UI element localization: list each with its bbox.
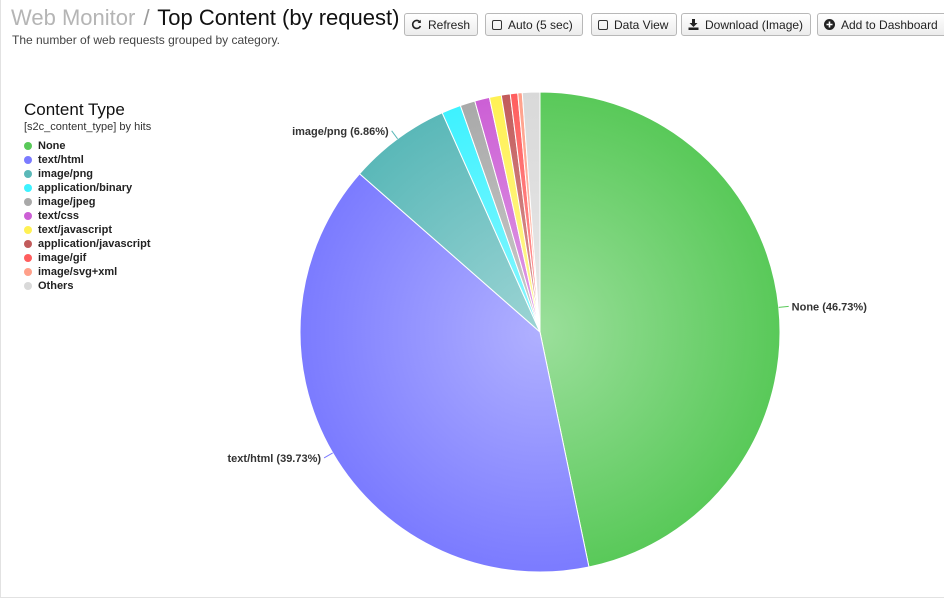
- download-image-button[interactable]: Download (Image): [681, 13, 811, 36]
- legend-label: text/javascript: [38, 224, 112, 236]
- legend-item-image-svg-xml[interactable]: image/svg+xml: [24, 265, 151, 279]
- refresh-icon: [411, 19, 422, 30]
- slice-label-connector: [778, 305, 789, 308]
- legend-item-image-gif[interactable]: image/gif: [24, 251, 151, 265]
- pie-slice-none[interactable]: [539, 91, 781, 568]
- legend-label: None: [38, 140, 66, 152]
- breadcrumb-separator: /: [143, 5, 150, 30]
- checkbox-icon: [598, 19, 608, 30]
- report-title: Top Content (by request): [157, 5, 400, 30]
- slice-label-connector: [391, 130, 398, 140]
- legend-swatch: [24, 170, 32, 178]
- legend-label: application/binary: [38, 182, 133, 194]
- legend-label: text/html: [38, 154, 84, 166]
- legend-label: image/jpeg: [38, 196, 96, 208]
- legend-item-application-binary[interactable]: application/binary: [24, 181, 151, 195]
- legend-label: text/css: [38, 210, 79, 222]
- legend-item-image-png[interactable]: image/png: [24, 167, 151, 181]
- legend-label: Others: [38, 280, 74, 292]
- pie-slice-others[interactable]: [521, 91, 541, 333]
- download-icon: [688, 19, 699, 30]
- slice-label-connector: [323, 452, 333, 459]
- legend-swatch: [24, 268, 32, 276]
- legend-label: image/svg+xml: [38, 266, 118, 278]
- report-subtitle: The number of web requests grouped by ca…: [12, 33, 280, 47]
- breadcrumb-web-monitor[interactable]: Web Monitor: [11, 5, 136, 30]
- legend-item-application-javascript[interactable]: application/javascript: [24, 237, 151, 251]
- refresh-label: Refresh: [428, 17, 471, 32]
- chart-legend: Content Type [s2c_content_type] by hits …: [24, 100, 151, 293]
- download-image-label: Download (Image): [705, 17, 804, 32]
- legend-item-others[interactable]: Others: [24, 279, 151, 293]
- slice-label-text-html: text/html (39.73%): [228, 453, 322, 465]
- legend-swatch: [24, 184, 32, 192]
- legend-swatch: [24, 240, 32, 248]
- data-view-toggle[interactable]: Data View: [591, 13, 677, 36]
- auto-refresh-label: Auto (5 sec): [508, 17, 573, 32]
- add-to-dashboard-button[interactable]: Add to Dashboard: [817, 13, 944, 36]
- legend-swatch: [24, 226, 32, 234]
- auto-refresh-toggle[interactable]: Auto (5 sec): [485, 13, 583, 36]
- legend-item-text-html[interactable]: text/html: [24, 153, 151, 167]
- checkbox-icon: [492, 19, 502, 30]
- legend-subtitle: [s2c_content_type] by hits: [24, 121, 152, 133]
- add-to-dashboard-label: Add to Dashboard: [841, 17, 938, 32]
- legend-item-text-javascript[interactable]: text/javascript: [24, 223, 151, 237]
- pie-slice-image-png[interactable]: [358, 112, 541, 333]
- legend-label: image/png: [38, 168, 94, 180]
- pie-slice-text-html[interactable]: [299, 173, 590, 573]
- legend-swatch: [24, 198, 32, 206]
- slice-label-none: None (46.73%): [792, 301, 868, 313]
- legend-items: None text/html image/png application/binary…: [24, 139, 151, 293]
- data-view-label: Data View: [614, 17, 669, 32]
- legend-label: application/javascript: [38, 238, 151, 250]
- legend-label: image/gif: [38, 252, 87, 264]
- refresh-button[interactable]: Refresh: [404, 13, 478, 36]
- page-title: Web Monitor / Top Content (by request): [11, 4, 399, 32]
- slice-label-image-png: image/png (6.86%): [292, 126, 389, 138]
- legend-swatch: [24, 156, 32, 164]
- legend-title: Content Type: [24, 100, 125, 119]
- legend-swatch: [24, 142, 32, 150]
- plus-circle-icon: [824, 19, 835, 30]
- legend-swatch: [24, 212, 32, 220]
- legend-item-none[interactable]: None: [24, 139, 151, 153]
- legend-item-image-jpeg[interactable]: image/jpeg: [24, 195, 151, 209]
- legend-swatch: [24, 282, 32, 290]
- legend-item-text-css[interactable]: text/css: [24, 209, 151, 223]
- toolbar: Refresh Auto (5 sec) Data View Download …: [404, 13, 944, 36]
- legend-swatch: [24, 254, 32, 262]
